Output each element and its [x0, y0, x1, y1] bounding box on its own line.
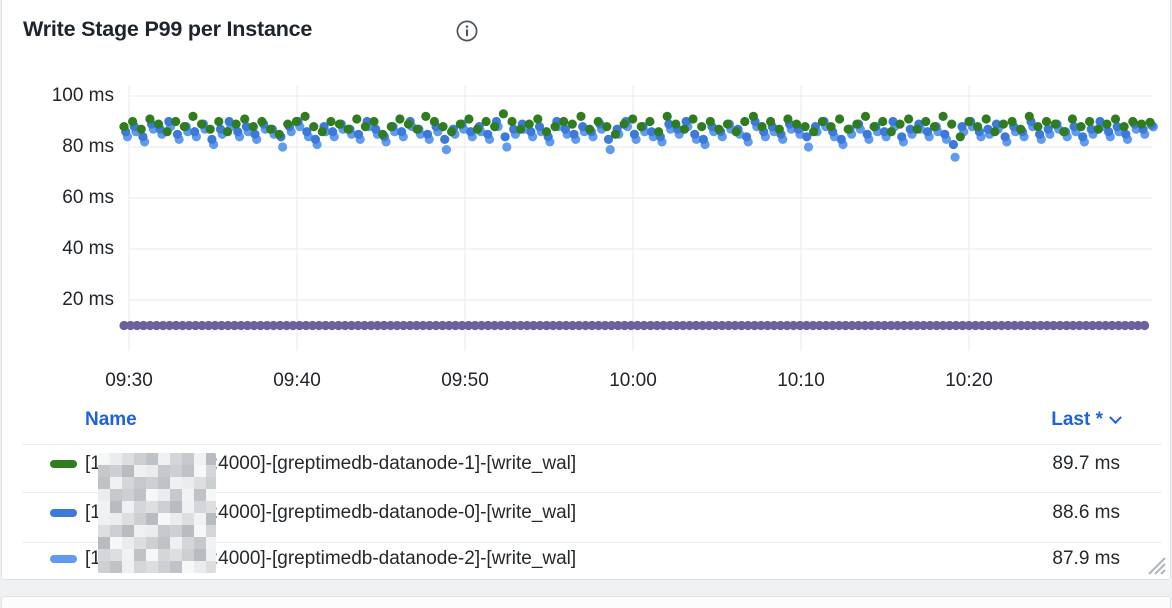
chart-panel: Write Stage P99 per Instance 100 ms 80 ms… [1, 0, 1171, 580]
legend-divider [22, 492, 1162, 493]
series-color-pill [50, 555, 77, 563]
legend-divider [22, 444, 1162, 445]
y-tick-label: 20 ms [62, 289, 114, 310]
x-tick-label: 09:40 [273, 370, 321, 391]
next-panel-edge [1, 596, 1171, 608]
x-tick-label: 10:00 [609, 370, 657, 391]
legend-divider [22, 542, 1162, 543]
y-tick-label: 100 ms [51, 85, 114, 106]
panel-title: Write Stage P99 per Instance [23, 17, 313, 41]
legend-row[interactable]: [1:4000]-[greptimedb-datanode-0]-[write_… [2, 499, 1170, 527]
series-last-value: 87.9 ms [1052, 548, 1120, 569]
series-name: [1:4000]-[greptimedb-datanode-2]-[write_… [85, 548, 577, 569]
x-tick-label: 10:10 [777, 370, 825, 391]
y-tick-label: 80 ms [62, 136, 114, 157]
series-color-pill [50, 509, 77, 517]
redacted-ip-mosaic [98, 453, 216, 573]
info-icon[interactable] [456, 20, 478, 42]
legend-last-header[interactable]: Last * [1051, 409, 1122, 431]
x-tick-label: 09:30 [105, 370, 153, 391]
series-name: [1:4000]-[greptimedb-datanode-0]-[write_… [85, 502, 577, 523]
data-points [119, 109, 1158, 331]
scatter-chart[interactable] [2, 81, 1171, 357]
legend-row[interactable]: [1:4000]-[greptimedb-datanode-1]-[write_… [2, 450, 1170, 478]
chevron-down-icon [1109, 411, 1122, 425]
y-tick-label: 40 ms [62, 238, 114, 259]
y-tick-label: 60 ms [62, 187, 114, 208]
x-tick-label: 09:50 [441, 370, 489, 391]
horizontal-gridlines [129, 95, 1152, 301]
series-last-value: 89.7 ms [1052, 453, 1120, 474]
series-last-value: 88.6 ms [1052, 502, 1120, 523]
series-name: [1:4000]-[greptimedb-datanode-1]-[write_… [85, 453, 577, 474]
panel-resize-grip[interactable] [1141, 550, 1167, 576]
legend-name-header[interactable]: Name [85, 409, 137, 430]
series-color-pill [50, 460, 77, 468]
x-tick-label: 10:20 [945, 370, 993, 391]
legend-row[interactable]: [1:4000]-[greptimedb-datanode-2]-[write_… [2, 545, 1170, 573]
